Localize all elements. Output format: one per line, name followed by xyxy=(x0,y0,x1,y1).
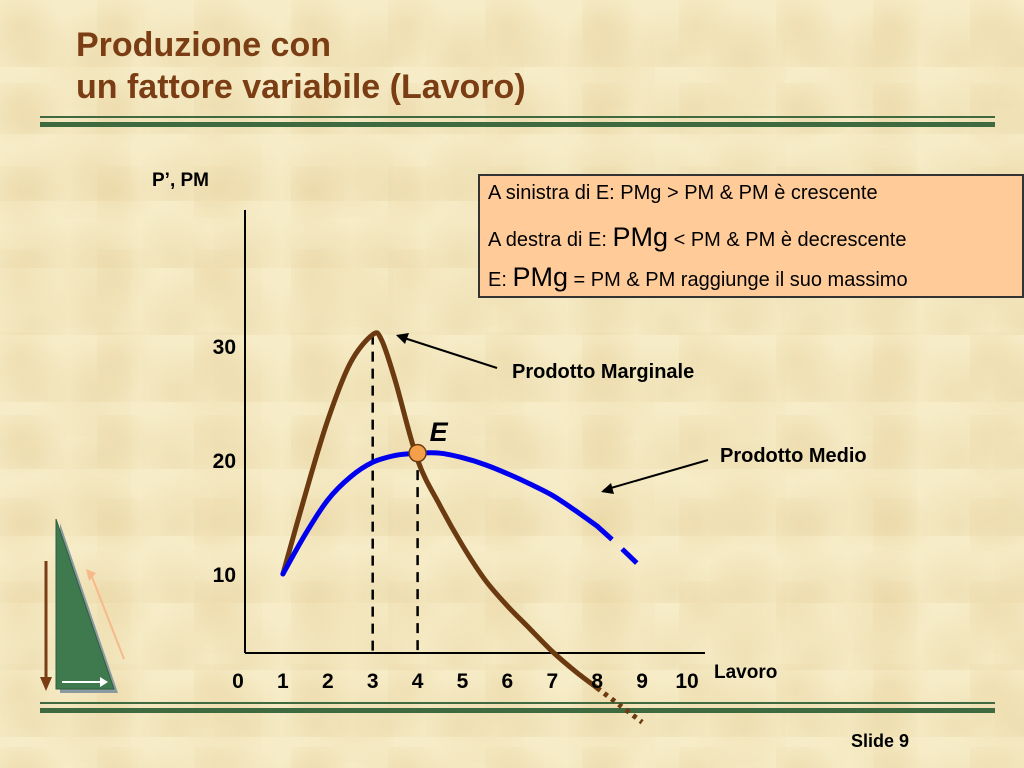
x-tick-0: 0 xyxy=(232,670,244,693)
x-tick-3: 3 xyxy=(367,670,379,693)
x-tick-7: 7 xyxy=(546,670,558,693)
title-line-1: Produzione con xyxy=(76,26,331,64)
info-line-1: A sinistra di E: PMg > PM & PM è crescen… xyxy=(488,182,878,204)
title-line-2: un fattore variabile (Lavoro) xyxy=(76,68,526,106)
x-tick-10: 10 xyxy=(675,670,698,693)
point-e: E xyxy=(408,417,449,463)
medio-annotation-arrow xyxy=(603,459,709,491)
series-prodotto-marginale-dashed-extension xyxy=(595,686,644,725)
marginal-annotation-arrow xyxy=(397,335,498,369)
triangle-shape xyxy=(55,518,115,690)
info-line-3: E: PMg = PM & PM raggiunge il suo massim… xyxy=(488,262,908,292)
info-line-2: A destra di E: PMg < PM & PM è decrescen… xyxy=(488,222,907,252)
top-divider xyxy=(40,116,995,127)
x-tick-6: 6 xyxy=(502,670,514,693)
x-tick-9: 9 xyxy=(636,670,648,693)
annotation-prodotto-marginale: Prodotto Marginale xyxy=(512,361,694,383)
navigation-triangle-icon[interactable] xyxy=(34,515,134,700)
slide-title: Produzione con un fattore variabile (Lav… xyxy=(76,24,526,108)
series-prodotto-marginale xyxy=(280,330,600,691)
x-axis-label: Lavoro xyxy=(714,662,777,683)
x-tick-4: 4 xyxy=(412,670,424,693)
chart-curves xyxy=(280,330,644,725)
bottom-divider xyxy=(40,702,995,713)
x-tick-5: 5 xyxy=(457,670,469,693)
x-tick-8: 8 xyxy=(591,670,603,693)
slide-number: Slide 9 xyxy=(851,731,910,751)
y-tick-labels: 10 20 30 xyxy=(213,336,236,587)
diagonal-arrowhead xyxy=(86,569,96,581)
series-prodotto-medio xyxy=(280,450,600,577)
x-tick-2: 2 xyxy=(322,670,334,693)
y-tick-30: 30 xyxy=(213,336,236,359)
point-e-label: E xyxy=(430,417,449,447)
chart-axes xyxy=(244,210,705,654)
y-tick-10: 10 xyxy=(213,564,236,587)
marginal-annotation-arrowhead xyxy=(396,333,409,344)
series-prodotto-medio-dashed-extension xyxy=(595,524,644,571)
y-tick-20: 20 xyxy=(213,450,236,473)
annotation-prodotto-medio: Prodotto Medio xyxy=(720,445,867,467)
x-tick-labels: 0 1 2 3 4 5 6 7 8 9 10 xyxy=(232,670,699,693)
x-tick-1: 1 xyxy=(277,670,289,693)
medio-annotation-arrowhead xyxy=(601,483,614,494)
info-box: A sinistra di E: PMg > PM & PM è crescen… xyxy=(478,174,1024,298)
right-arrowhead xyxy=(100,677,108,687)
down-arrowhead xyxy=(40,677,52,691)
diagonal-arrow-line xyxy=(91,576,125,660)
reference-lines xyxy=(371,334,419,653)
y-axis-label: P’, PM xyxy=(152,170,209,191)
point-e-marker xyxy=(408,443,427,463)
